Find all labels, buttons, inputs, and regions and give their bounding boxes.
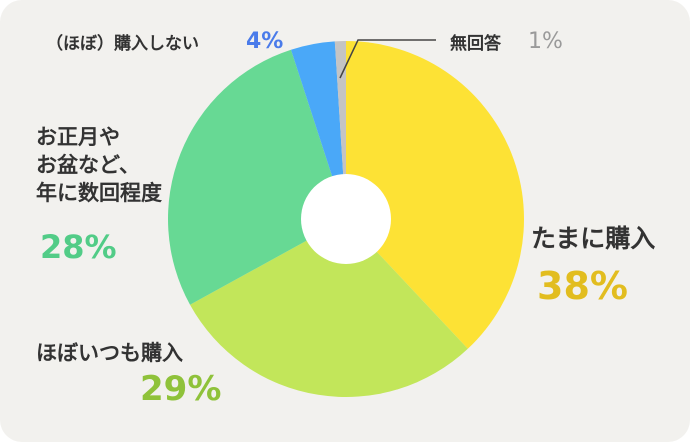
label-tamani: たまに購入	[531, 224, 656, 253]
value-label-konyu-shinai: 4%	[246, 29, 284, 54]
donut-hole	[301, 174, 391, 264]
label-konyu-shinai: （ほぼ）購入しない	[46, 34, 199, 54]
leader-line-mukaito	[339, 39, 436, 79]
slice-hobo-itsumo	[190, 219, 468, 398]
pie-slices	[168, 41, 525, 398]
label-oshogatsu-line3: 年に数回程度	[36, 181, 162, 205]
label-mukaito: 無回答	[450, 34, 501, 54]
label-oshogatsu-line2: お盆など、	[36, 153, 140, 177]
slice-oshogatsu	[168, 49, 346, 305]
value-label-tamani: 38%	[537, 264, 628, 308]
value-label-mukaito: 1%	[528, 29, 563, 54]
label-oshogatsu-line1: お正月や	[36, 125, 120, 149]
value-label-hobo-itsumo: 29%	[140, 369, 222, 409]
slice-konyu-shinai	[290, 41, 346, 219]
label-hobo-itsumo: ほぼいつも購入	[36, 341, 183, 365]
slice-tamani	[346, 41, 525, 349]
value-label-oshogatsu: 28%	[40, 228, 117, 266]
